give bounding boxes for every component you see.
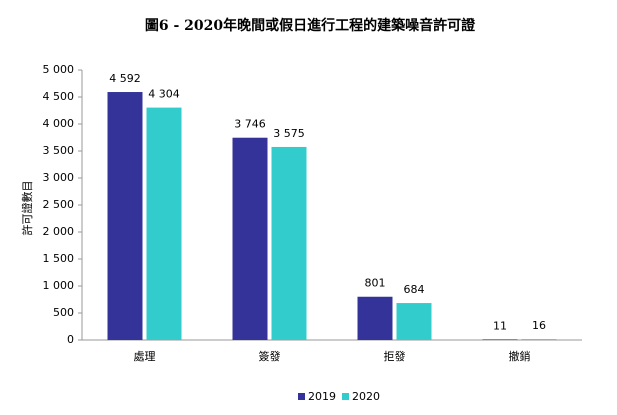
x-tick-label: 簽發 [259, 349, 281, 363]
x-tick-label: 拒發 [384, 349, 406, 363]
x-tick-label: 撤銷 [509, 349, 531, 363]
bar [357, 296, 393, 340]
y-tick-label: 3 500 [43, 144, 75, 157]
bar [271, 146, 307, 340]
value-label: 684 [404, 283, 425, 296]
y-tick-label: 500 [53, 306, 74, 319]
y-tick-label: 1 500 [43, 252, 75, 265]
value-label: 16 [532, 319, 546, 332]
value-label: 3 746 [234, 118, 266, 131]
y-tick-label: 4 000 [43, 117, 75, 130]
value-label: 3 575 [273, 127, 305, 140]
value-label: 11 [493, 319, 507, 332]
y-tick-label: 3 000 [43, 171, 75, 184]
y-tick-label: 2 000 [43, 225, 75, 238]
chart-title: 圖6 - 2020年晚間或假日進行工程的建築噪音許可證 [145, 17, 476, 34]
y-tick-label: 1 000 [43, 279, 75, 292]
y-tick-label: 0 [67, 333, 74, 346]
value-label: 801 [365, 277, 386, 290]
y-tick-label: 5 000 [43, 63, 75, 76]
value-label: 4 304 [148, 88, 180, 101]
y-tick-label: 2 500 [43, 198, 75, 211]
legend-swatch [342, 393, 349, 400]
x-tick-label: 處理 [134, 349, 156, 363]
y-tick-label: 4 500 [43, 90, 75, 103]
legend-swatch [298, 393, 305, 400]
y-axis-label: 許可證數目 [20, 181, 34, 236]
legend-label: 2020 [352, 390, 380, 403]
bar [482, 339, 518, 340]
value-label: 4 592 [109, 72, 141, 85]
bar [396, 303, 432, 340]
legend-label: 2019 [308, 390, 336, 403]
bar [521, 339, 557, 340]
bar [107, 92, 143, 340]
bar [146, 107, 182, 340]
bar [232, 137, 268, 340]
